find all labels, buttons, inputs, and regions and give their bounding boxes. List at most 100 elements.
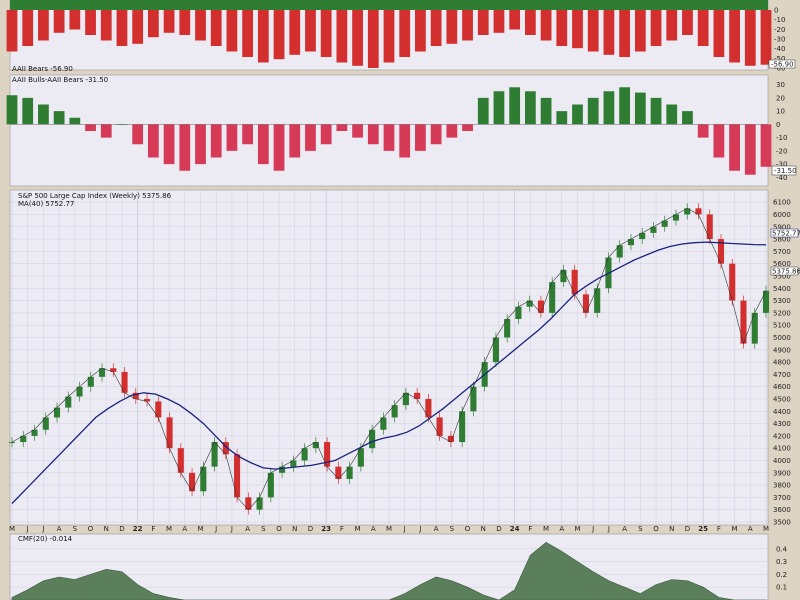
cmf-ytick: 0.2 xyxy=(776,571,787,579)
spread-bar xyxy=(477,97,489,125)
x-tick-label: A xyxy=(748,525,753,533)
price-candle xyxy=(549,282,556,313)
price-candle xyxy=(324,442,331,467)
spread-ytick: 10 xyxy=(776,108,785,116)
spread-bar xyxy=(540,97,552,125)
price-candle xyxy=(279,466,286,473)
x-tick-label: M xyxy=(732,525,738,533)
spread-bar xyxy=(163,124,175,165)
x-tick-label: D xyxy=(496,525,501,533)
spread-bar xyxy=(446,124,458,138)
price-candle xyxy=(526,300,533,307)
bears-bar xyxy=(273,10,285,60)
bears-ytick: -50 xyxy=(774,55,785,63)
bears-bar xyxy=(713,10,725,57)
price-ytick: 3800 xyxy=(773,482,791,490)
price-candle xyxy=(762,290,770,313)
price-candle xyxy=(31,429,38,436)
x-tick-label: J xyxy=(26,525,29,533)
spread-bar xyxy=(305,124,316,151)
spread-bar xyxy=(147,124,159,158)
x-tick-label: J xyxy=(230,525,233,533)
x-tick-label: N xyxy=(104,525,109,533)
spread-bar xyxy=(603,91,615,125)
price-candle xyxy=(335,466,342,479)
price-ytick: 5900 xyxy=(773,223,791,231)
x-tick-label: A xyxy=(371,525,376,533)
bears-bar xyxy=(6,10,18,52)
spread-title: AAII Bulls-AAII Bears -31.50 xyxy=(12,76,108,84)
price-candle xyxy=(695,208,702,215)
price-candle xyxy=(143,398,151,402)
bears-bar xyxy=(477,10,489,35)
x-tick-label: J xyxy=(403,525,406,533)
price-candle xyxy=(661,220,668,227)
x-tick-label: A xyxy=(182,525,187,533)
price-candle xyxy=(346,466,353,479)
price-candle xyxy=(20,435,27,443)
price-ytick: 4500 xyxy=(773,395,791,403)
bears-bar xyxy=(226,10,238,52)
bears-bar xyxy=(729,10,740,63)
bears-ytick: -40 xyxy=(774,45,785,53)
spread-bar xyxy=(336,124,348,131)
cmf-area xyxy=(11,542,766,600)
price-candle xyxy=(582,294,589,313)
price-ytick: 5200 xyxy=(773,309,791,317)
bears-bar xyxy=(163,10,175,33)
x-tick-label: O xyxy=(653,525,659,533)
price-candle xyxy=(369,429,376,449)
bears-bar xyxy=(760,10,772,65)
bears-bar xyxy=(132,10,144,44)
price-candle xyxy=(504,319,511,338)
spread-bar xyxy=(634,92,646,125)
x-tick-label: M xyxy=(197,525,203,533)
spread-bar xyxy=(195,124,206,165)
spread-bar xyxy=(744,124,756,175)
x-tick-label: F xyxy=(151,525,155,533)
bears-zero-band xyxy=(10,0,768,10)
spread-bar xyxy=(320,124,332,145)
x-tick-label: M xyxy=(355,525,361,533)
price-ytick: 5000 xyxy=(773,334,791,342)
x-tick-label: M xyxy=(386,525,392,533)
x-tick-label: F xyxy=(340,525,344,533)
price-candle xyxy=(155,401,162,418)
price-candle xyxy=(684,208,691,215)
price-candle xyxy=(98,368,106,377)
price-ytick: 5100 xyxy=(773,322,791,330)
price-candle xyxy=(301,448,308,461)
spread-bar xyxy=(415,124,426,151)
x-tick-label: S xyxy=(73,525,78,533)
price-candle xyxy=(639,232,646,240)
bears-bar xyxy=(619,10,631,57)
spread-ytick: 0 xyxy=(776,121,780,129)
price-candle xyxy=(132,392,139,399)
spread-ytick: -40 xyxy=(776,174,787,182)
price-candle xyxy=(76,386,83,397)
bears-bar xyxy=(572,10,583,49)
ma-legend: MA(40) 5752.77 xyxy=(18,200,74,208)
price-candle xyxy=(200,466,207,492)
spread-bar xyxy=(289,124,301,158)
bears-bar xyxy=(540,10,552,41)
bears-bar xyxy=(257,10,269,63)
bears-badge: -56.90 xyxy=(768,59,796,69)
price-ytick: 5600 xyxy=(773,260,791,268)
spread-ytick: -10 xyxy=(776,134,787,142)
spread-bar xyxy=(383,124,395,151)
price-badge: 5375.86 xyxy=(770,266,800,276)
bears-title: AAII Bears -56.90 xyxy=(12,65,73,73)
bears-bar xyxy=(242,10,254,57)
bears-bar xyxy=(509,10,521,30)
spread-bar xyxy=(367,124,379,145)
spread-bar xyxy=(430,124,442,145)
x-tick-label: A xyxy=(622,525,627,533)
price-candle xyxy=(87,376,94,387)
price-candle xyxy=(290,460,297,467)
price-candle xyxy=(110,368,117,372)
spread-ytick: -30 xyxy=(776,161,787,169)
spread-ytick: 30 xyxy=(776,81,785,89)
cmf-ytick: 0.4 xyxy=(776,545,788,553)
